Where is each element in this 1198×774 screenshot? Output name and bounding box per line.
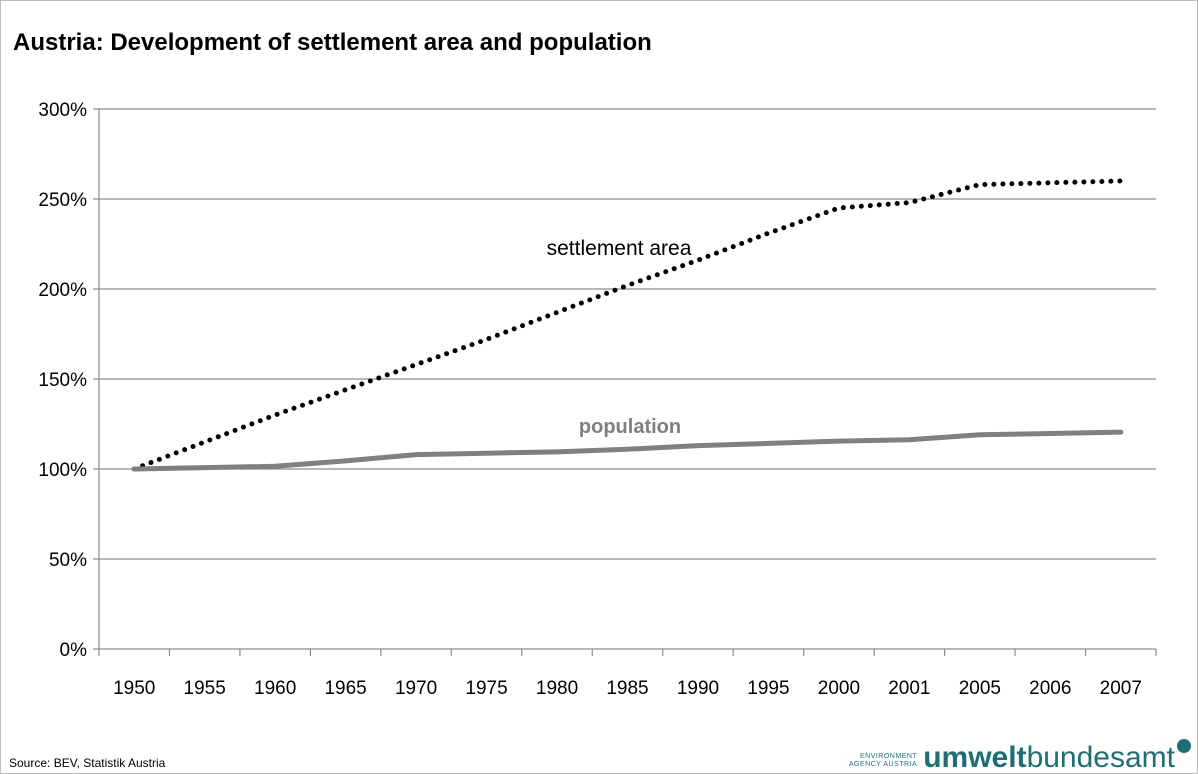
y-tick-label: 50%	[49, 550, 87, 571]
logo-mark-icon	[1177, 739, 1191, 753]
x-tick-label: 1970	[395, 678, 437, 699]
axes: 0% 50% 100% 150% 200% 250% 300% 1950 1955 1960 196…	[38, 100, 1157, 699]
y-tick-label: 150%	[38, 370, 87, 391]
series-line-settlement-area	[131, 178, 1124, 472]
x-tick-label: 2007	[1100, 678, 1142, 699]
x-tick-label: 1965	[324, 678, 366, 699]
x-tick-label: 2001	[888, 678, 930, 699]
y-tick-label: 300%	[38, 100, 87, 121]
y-tick-label: 100%	[38, 460, 87, 481]
y-tick-label: 200%	[38, 280, 87, 301]
x-tick-label: 1985	[606, 678, 648, 699]
logo-word-regular: bundesamt	[1026, 741, 1175, 774]
gridlines	[99, 108, 1156, 560]
x-tick-label: 2006	[1029, 678, 1071, 699]
source-note: Source: BEV, Statistik Austria	[9, 756, 166, 770]
logo-org-line2: AGENCY AUSTRIA	[848, 761, 918, 768]
umweltbundesamt-logo: ENVIRONMENT AGENCY AUSTRIA umwelt bundes…	[849, 739, 1191, 773]
series-labels: settlement area population	[547, 237, 692, 438]
x-tick-label: 1995	[747, 678, 789, 699]
chart-title: Austria: Development of settlement area …	[13, 29, 652, 56]
line-chart: 0% 50% 100% 150% 200% 250% 300% 1950 1955 1960 196…	[38, 100, 1157, 699]
x-tick-label: 1975	[465, 678, 507, 699]
series-label-population: population	[579, 416, 681, 438]
series-line-population	[131, 429, 1124, 472]
x-tick-label: 2000	[818, 678, 860, 699]
x-tick-label: 1980	[536, 678, 578, 699]
x-tick-label: 1960	[254, 678, 296, 699]
x-tick-label: 1990	[677, 678, 719, 699]
logo-org-line1: ENVIRONMENT	[859, 753, 918, 760]
y-tick-label: 250%	[38, 190, 87, 211]
logo-word-bold: umwelt	[923, 741, 1027, 774]
series-label-settlement-area: settlement area	[547, 237, 692, 260]
logo-org-text: ENVIRONMENT AGENCY AUSTRIA	[849, 753, 917, 769]
x-tick-label: 1955	[184, 678, 226, 699]
x-tick-label: 2005	[959, 678, 1001, 699]
y-tick-label: 0%	[60, 640, 88, 661]
series	[131, 178, 1124, 472]
x-tick-label: 1950	[113, 678, 155, 699]
